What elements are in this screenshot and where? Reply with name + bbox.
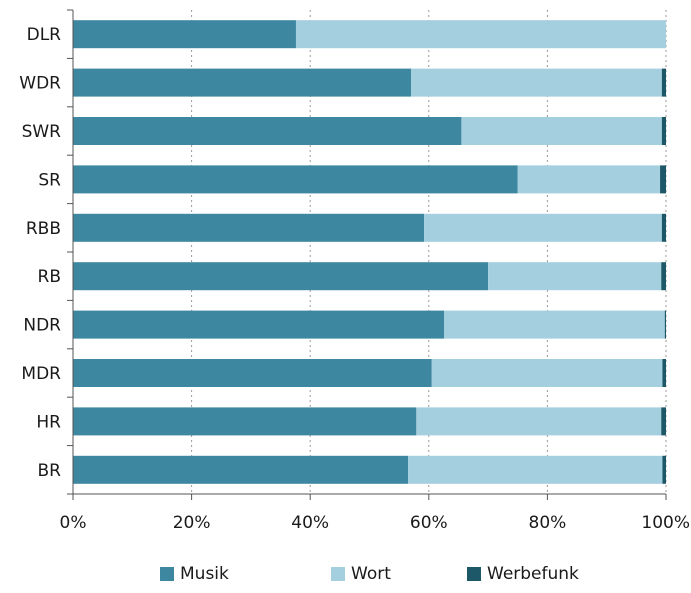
y-tick-label: BR xyxy=(38,461,62,481)
legend-item-musik: Musik xyxy=(160,564,229,584)
y-tick-label: SWR xyxy=(22,122,62,142)
legend-item-wort: Wort xyxy=(331,564,391,584)
bar-wort-rb xyxy=(488,262,662,291)
bar-wort-ndr xyxy=(444,310,665,339)
x-tick-label: 0% xyxy=(60,513,87,533)
bar-wort-wdr xyxy=(411,68,662,97)
x-tick-labels: 0% 20% 40% 60% 80% 100% xyxy=(60,513,690,533)
bar-werbefunk-mdr xyxy=(662,359,666,387)
legend-swatch xyxy=(160,567,174,581)
bar-werbefunk-swr xyxy=(661,117,666,145)
y-tick-label: WDR xyxy=(19,74,61,94)
bar-werbefunk-wdr xyxy=(661,68,666,97)
bar-musik-mdr xyxy=(73,359,432,387)
bar-musik-rb xyxy=(73,262,489,291)
bars xyxy=(73,20,666,484)
bar-wort-dlr xyxy=(295,20,666,49)
legend-label: Musik xyxy=(180,564,229,584)
bar-werbefunk-br xyxy=(662,455,666,484)
bar-werbefunk-rb xyxy=(661,262,666,291)
bar-musik-br xyxy=(73,455,409,484)
bar-wort-mdr xyxy=(431,359,663,387)
y-tick-label: NDR xyxy=(23,316,61,336)
y-tick-label: DLR xyxy=(27,25,62,45)
bar-musik-swr xyxy=(73,117,462,145)
bar-wort-sr xyxy=(517,165,661,194)
bar-wort-br xyxy=(408,455,663,484)
y-tick-label: HR xyxy=(36,412,61,432)
legend-swatch xyxy=(331,567,345,581)
legend-label: Wort xyxy=(351,564,391,584)
y-tick-label: RB xyxy=(38,267,61,287)
y-tick-label: RBB xyxy=(26,219,61,239)
y-tick-label: MDR xyxy=(21,364,61,384)
bar-musik-wdr xyxy=(73,68,412,97)
y-tick-labels: DLR WDR SWR SR RBB RB NDR MDR HR BR xyxy=(19,25,61,481)
legend-label: Werbefunk xyxy=(487,564,579,584)
legend-item-werbefunk: Werbefunk xyxy=(467,564,579,584)
axes xyxy=(67,9,667,500)
bar-musik-rbb xyxy=(73,213,425,242)
x-tick-label: 40% xyxy=(291,513,329,533)
bar-wort-swr xyxy=(461,117,662,145)
bar-werbefunk-sr xyxy=(660,165,666,194)
bar-musik-sr xyxy=(73,165,518,194)
legend-swatch xyxy=(467,567,481,581)
bar-musik-hr xyxy=(73,407,417,436)
x-tick-label: 100% xyxy=(641,513,690,533)
x-tick-label: 20% xyxy=(173,513,211,533)
x-tick-label: 60% xyxy=(410,513,448,533)
bar-werbefunk-hr xyxy=(661,407,666,436)
legend: Musik Wort Werbefunk xyxy=(0,564,691,588)
bar-musik-ndr xyxy=(73,310,445,339)
bar-wort-hr xyxy=(416,407,662,436)
x-tick-label: 80% xyxy=(529,513,567,533)
bar-werbefunk-rbb xyxy=(661,213,666,242)
bar-musik-dlr xyxy=(73,20,296,49)
bar-wort-rbb xyxy=(424,213,662,242)
y-tick-label: SR xyxy=(38,170,61,190)
bar-werbefunk-ndr xyxy=(664,310,666,339)
